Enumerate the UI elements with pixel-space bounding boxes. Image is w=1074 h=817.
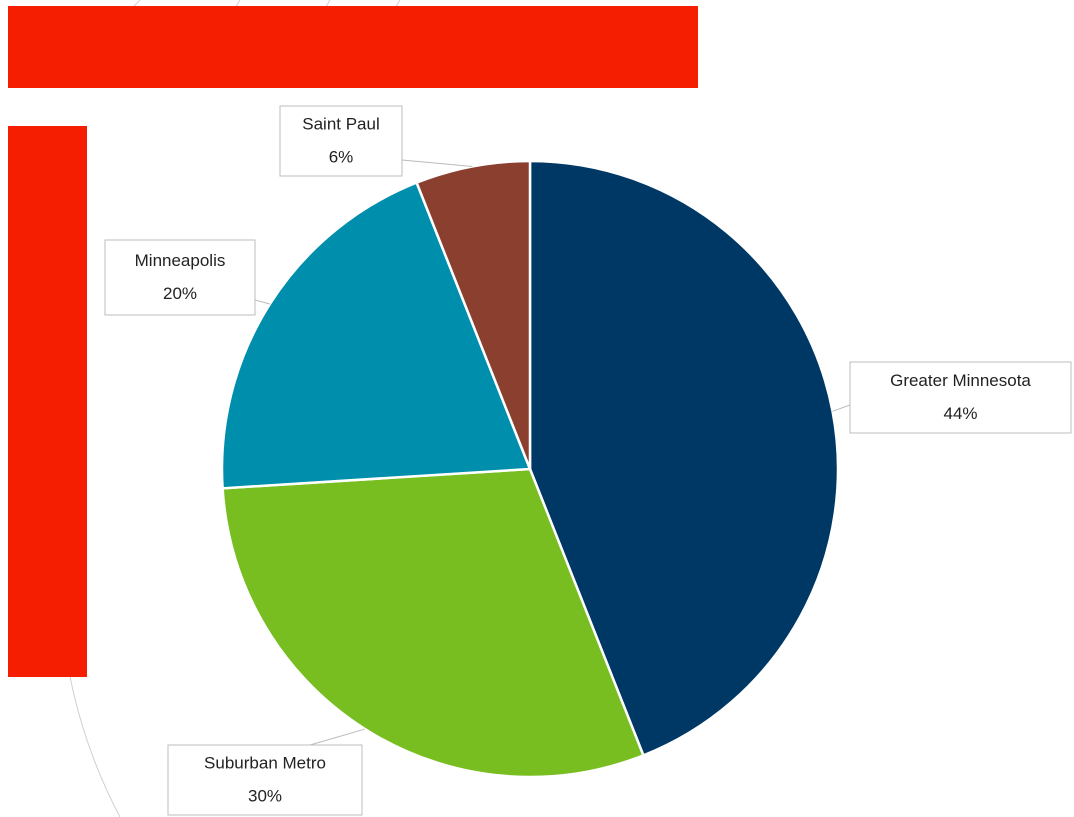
category-label: Saint Paul (302, 114, 380, 133)
leader-line (309, 728, 366, 746)
leader-line (254, 299, 271, 305)
label-box (279, 105, 403, 177)
value-label: 6% (329, 147, 354, 166)
value-label: 20% (163, 284, 197, 303)
value-label: 30% (248, 786, 282, 805)
category-label: Suburban Metro (204, 753, 326, 772)
pie-slice (528, 159, 840, 757)
label-box (167, 744, 363, 816)
value-label: 44% (943, 404, 977, 423)
pie-slice (220, 181, 532, 490)
leader-line (832, 404, 851, 412)
category-label: Greater Minnesota (890, 371, 1031, 390)
category-label: Minneapolis (135, 251, 226, 270)
label-box (849, 361, 1072, 434)
pie-slice (414, 159, 532, 470)
label-box (104, 239, 256, 316)
pie-slice (221, 467, 646, 779)
leader-line (401, 159, 473, 167)
redaction (8, 6, 698, 88)
redaction (8, 126, 87, 677)
